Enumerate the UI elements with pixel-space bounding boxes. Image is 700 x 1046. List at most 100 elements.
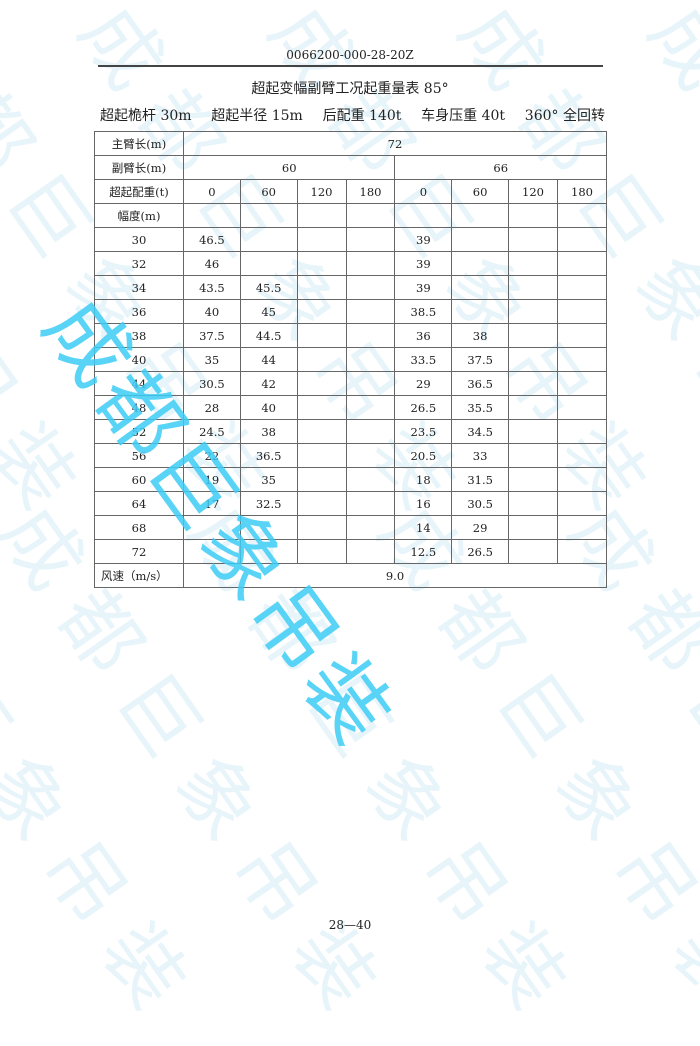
table-row: 68 14 29 [94,515,608,540]
capacity-cell: 32.5 [239,491,298,516]
capacity-cell [345,539,396,564]
counterweight-value: 120 [296,179,347,204]
capacity-cell [296,539,347,564]
watermark-faint: 成都巨象吊装 [0,490,27,1044]
capacity-cell: 36.5 [451,371,509,396]
radius-label: 幅度(m) [94,203,184,228]
capacity-cell: 35 [239,467,298,492]
capacity-cell [508,227,558,252]
capacity-cell: 44 [239,347,298,372]
capacity-cell [556,395,608,420]
table-row: 40 35 44 33.5 37.5 [94,347,608,372]
capacity-cell [296,467,347,492]
radius-value: 48 [94,395,184,420]
capacity-cell: 38 [239,419,298,444]
capacity-cell [345,299,396,324]
table-row: 64 17 32.5 16 30.5 [94,491,608,516]
wind-label: 风速（m/s） [94,563,184,588]
table-row: 72 12.5 26.5 [94,539,608,564]
capacity-cell: 37.5 [183,323,241,348]
capacity-cell: 31.5 [451,467,509,492]
capacity-cell [508,491,558,516]
capacity-cell [508,323,558,348]
radius-value: 64 [94,491,184,516]
table-row: 52 24.5 38 23.5 34.5 [94,419,608,444]
capacity-cell: 19 [183,467,241,492]
capacity-cell [345,395,396,420]
table-row: 34 43.5 45.5 39 [94,275,608,300]
counterweight-value: 60 [451,179,509,204]
condition: 超起桅杆 30m [100,108,192,124]
document-code: 0066200-000-28-20Z [286,48,414,62]
capacity-cell [296,251,347,276]
capacity-cell [451,275,509,300]
capacity-cell [508,251,558,276]
condition: 超起半径 15m [211,108,303,124]
main-boom-label: 主臂长(m) [94,131,184,156]
capacity-cell [296,275,347,300]
capacity-cell: 35.5 [451,395,509,420]
capacity-cell [345,323,396,348]
capacity-cell: 30.5 [183,371,241,396]
capacity-cell: 39 [394,275,453,300]
capacity-cell: 46 [183,251,241,276]
capacity-cell: 16 [394,491,453,516]
capacity-cell [451,299,509,324]
capacity-cell [508,275,558,300]
capacity-cell: 46.5 [183,227,241,252]
capacity-cell [183,539,241,564]
jib-row: 副臂长(m) 60 66 [94,155,607,180]
capacity-cell [296,443,347,468]
capacity-cell: 40 [239,395,298,420]
capacity-cell [345,515,396,540]
capacity-cell [508,299,558,324]
load-chart-table: 主臂长(m) 72 副臂长(m) 60 66 超起配重(t) 0 60 120 180… [94,131,608,588]
capacity-cell [556,347,608,372]
capacity-cell [345,275,396,300]
capacity-cell: 38 [451,323,509,348]
condition: 车身压重 40t [421,108,506,124]
capacity-cell [451,227,509,252]
capacity-cell: 29 [394,371,453,396]
capacity-cell [183,515,241,540]
capacity-cell [556,227,608,252]
capacity-cell [296,299,347,324]
radius-value: 56 [94,443,184,468]
table-row: 30 46.5 39 [94,227,608,252]
capacity-cell [296,419,347,444]
capacity-cell [556,539,608,564]
capacity-cell: 40 [183,299,241,324]
capacity-cell [556,299,608,324]
capacity-cell: 43.5 [183,275,241,300]
capacity-cell [296,227,347,252]
capacity-cell: 45 [239,299,298,324]
radius-value: 68 [94,515,184,540]
main-boom-row: 主臂长(m) 72 [94,131,607,156]
table-row: 44 30.5 42 29 36.5 [94,371,608,396]
capacity-cell [556,323,608,348]
table-row: 36 40 45 38.5 [94,299,608,324]
capacity-cell [556,275,608,300]
counterweight-value: 0 [183,179,241,204]
capacity-cell [508,443,558,468]
radius-value: 36 [94,299,184,324]
radius-value: 52 [94,419,184,444]
capacity-cell [345,227,396,252]
radius-header-row: 幅度(m) [94,203,608,228]
capacity-cell: 44.5 [239,323,298,348]
capacity-cell [508,347,558,372]
counterweight-value: 180 [345,179,396,204]
wind-value: 9.0 [183,563,607,588]
page-number: 28—40 [328,918,372,932]
jib-label: 副臂长(m) [94,155,184,180]
capacity-cell [451,251,509,276]
conditions-line: 超起桅杆 30m 超起半径 15m 后配重 140t 车身压重 40t 360°… [100,105,605,125]
capacity-cell [345,419,396,444]
capacity-cell [556,251,608,276]
capacity-cell [345,467,396,492]
capacity-cell [508,371,558,396]
capacity-cell: 17 [183,491,241,516]
capacity-cell [296,491,347,516]
capacity-cell: 12.5 [394,539,453,564]
capacity-cell: 34.5 [451,419,509,444]
